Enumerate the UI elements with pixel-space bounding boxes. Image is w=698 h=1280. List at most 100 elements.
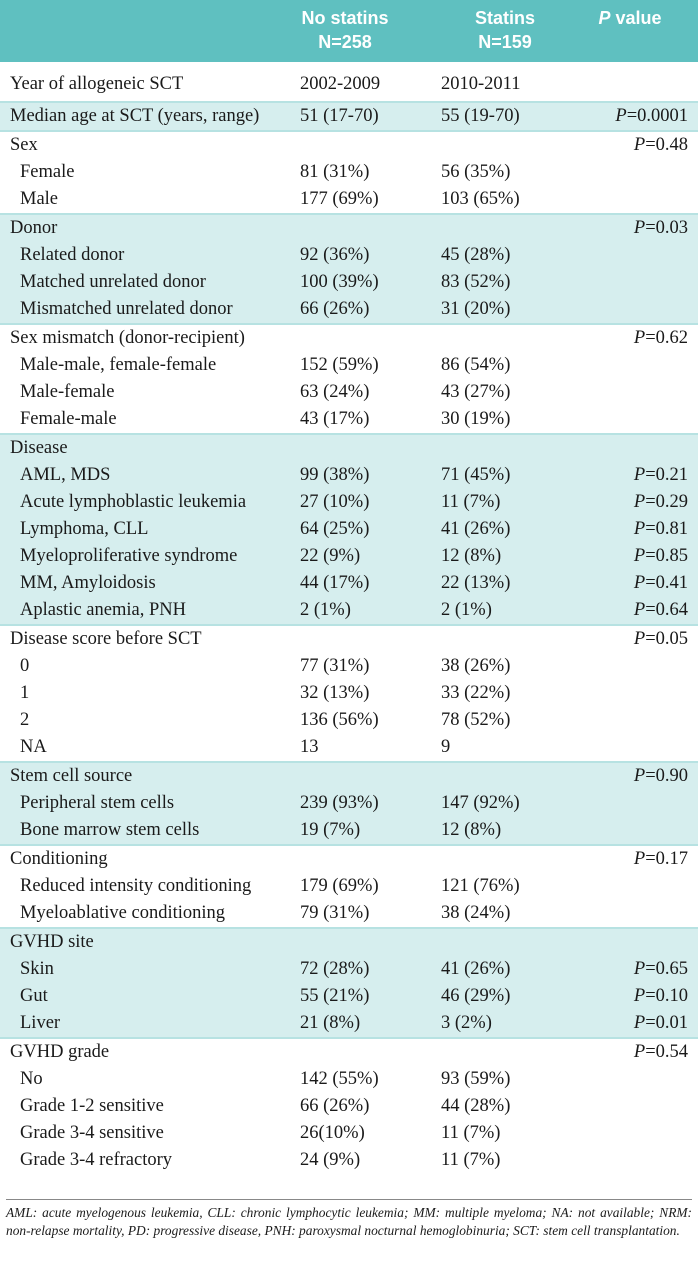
cell-statins: 46 (29%) xyxy=(441,986,511,1006)
cell-statins: 55 (19-70) xyxy=(441,106,520,126)
cell-statins: 12 (8%) xyxy=(441,820,502,840)
row-label: Sex mismatch (donor-recipient) xyxy=(10,328,245,348)
cell-no-statins: 24 (9%) xyxy=(300,1150,361,1170)
cell-statins: 31 (20%) xyxy=(441,299,511,319)
cell-no-statins: 2 (1%) xyxy=(300,600,351,620)
row-label: Related donor xyxy=(20,245,125,265)
row-label: Bone marrow stem cells xyxy=(20,820,200,840)
row-label: Median age at SCT (years, range) xyxy=(10,106,260,126)
cell-no-statins: 239 (93%) xyxy=(300,793,379,813)
cell-statins: 38 (26%) xyxy=(441,656,511,676)
row-group: Disease score before SCT P=0.05 0 77 (31%) 3… xyxy=(0,624,698,761)
row-group: Disease AML, MDS 99 (38%) 71 (45%) P=0.21 Acu… xyxy=(0,433,698,624)
cell-no-statins: 64 (25%) xyxy=(300,519,370,539)
cell-p-value: P=0.64 xyxy=(633,600,688,620)
cell-statins: 56 (35%) xyxy=(441,162,511,182)
header-no-statins: No statins N=258 xyxy=(280,6,410,54)
table-row: Mismatched unrelated donor 66 (26%) 31 (20… xyxy=(0,296,698,323)
row-label: Grade 3-4 refractory xyxy=(20,1150,173,1170)
table-row: GVHD grade P=0.54 xyxy=(0,1039,698,1066)
cell-statins: 9 xyxy=(441,737,451,757)
row-label: Male xyxy=(20,189,59,209)
row-label: Male-male, female-female xyxy=(20,355,217,375)
cell-p-value: P=0.21 xyxy=(633,465,688,485)
cell-statins: 2010-2011 xyxy=(441,74,521,94)
header-text: N=159 xyxy=(478,32,532,52)
cell-statins: 93 (59%) xyxy=(441,1069,511,1089)
row-label: NA xyxy=(20,737,47,757)
header-statins: Statins N=159 xyxy=(440,6,570,54)
table-row: Liver 21 (8%) 3 (2%) P=0.01 xyxy=(0,1010,698,1037)
cell-statins: 83 (52%) xyxy=(441,272,511,292)
row-label: Skin xyxy=(20,959,54,979)
row-label: Donor xyxy=(10,218,58,238)
cell-statins: 71 (45%) xyxy=(441,465,511,485)
cell-statins: 38 (24%) xyxy=(441,903,511,923)
cell-statins: 22 (13%) xyxy=(441,573,511,593)
cell-p-value: P=0.90 xyxy=(633,766,688,786)
cell-p-value: P=0.01 xyxy=(633,1013,688,1033)
table-row: Skin 72 (28%) 41 (26%) P=0.65 xyxy=(0,956,698,983)
table-row: Acute lymphoblastic leukemia 27 (10%) 11 (… xyxy=(0,489,698,516)
cell-statins: 103 (65%) xyxy=(441,189,520,209)
cell-no-statins: 152 (59%) xyxy=(300,355,379,375)
table-row: Myeloablative conditioning 79 (31%) 38 (24… xyxy=(0,900,698,927)
footnote: AML: acute myelogenous leukemia, CLL: ch… xyxy=(6,1199,692,1240)
cell-statins: 33 (22%) xyxy=(441,683,511,703)
cell-no-statins: 179 (69%) xyxy=(300,876,379,896)
cell-p-value: P=0.81 xyxy=(633,519,688,539)
table-row: Disease xyxy=(0,435,698,462)
row-label: 2 xyxy=(20,710,30,730)
row-label: Acute lymphoblastic leukemia xyxy=(20,492,247,512)
row-group: Sex P=0.48 Female 81 (31%) 56 (35%) Male 177 (… xyxy=(0,130,698,213)
cell-no-statins: 77 (31%) xyxy=(300,656,370,676)
table-row: 2 136 (56%) 78 (52%) xyxy=(0,707,698,734)
cell-p-value: P=0.17 xyxy=(633,849,688,869)
cell-statins: 45 (28%) xyxy=(441,245,511,265)
table-row: Reduced intensity conditioning 179 (69%) 1… xyxy=(0,873,698,900)
table-row: Matched unrelated donor 100 (39%) 83 (52%) xyxy=(0,269,698,296)
table-row: 0 77 (31%) 38 (26%) xyxy=(0,653,698,680)
cell-no-statins: 2002-2009 xyxy=(300,74,381,94)
row-group: Year of allogeneic SCT 2002-2009 2010-2011 xyxy=(0,62,698,101)
row-group: Sex mismatch (donor-recipient) P=0.62 Male… xyxy=(0,323,698,433)
cell-no-statins: 63 (24%) xyxy=(300,382,370,402)
cell-statins: 11 (7%) xyxy=(441,492,501,512)
table-row: Aplastic anemia, PNH 2 (1%) 2 (1%) P=0.64 xyxy=(0,597,698,624)
row-label: Gut xyxy=(20,986,48,1006)
cell-no-statins: 43 (17%) xyxy=(300,409,370,429)
table-row: Median age at SCT (years, range) 51 (17-7… xyxy=(0,103,698,130)
cell-no-statins: 81 (31%) xyxy=(300,162,370,182)
cell-statins: 12 (8%) xyxy=(441,546,502,566)
cell-no-statins: 136 (56%) xyxy=(300,710,379,730)
row-label: 0 xyxy=(20,656,30,676)
row-label: Sex xyxy=(10,135,38,155)
header-text: N=258 xyxy=(318,32,372,52)
cell-p-value: P=0.85 xyxy=(633,546,688,566)
cell-p-value: P=0.54 xyxy=(633,1042,688,1062)
table-row: MM, Amyloidosis 44 (17%) 22 (13%) P=0.41 xyxy=(0,570,698,597)
row-group: GVHD grade P=0.54 No 142 (55%) 93 (59%) Grade… xyxy=(0,1037,698,1174)
table-row: GVHD site xyxy=(0,929,698,956)
table-row: Grade 1-2 sensitive 66 (26%) 44 (28%) xyxy=(0,1093,698,1120)
cell-statins: 41 (26%) xyxy=(441,959,511,979)
row-label: GVHD grade xyxy=(10,1042,110,1062)
row-label: Myeloablative conditioning xyxy=(20,903,225,923)
table-row: Grade 3-4 refractory 24 (9%) 11 (7%) xyxy=(0,1147,698,1174)
table-row: Related donor 92 (36%) 45 (28%) xyxy=(0,242,698,269)
cell-no-statins: 66 (26%) xyxy=(300,299,370,319)
table-row: Male-female 63 (24%) 43 (27%) xyxy=(0,379,698,406)
table-row: Gut 55 (21%) 46 (29%) P=0.10 xyxy=(0,983,698,1010)
cell-statins: 121 (76%) xyxy=(441,876,520,896)
cell-statins: 78 (52%) xyxy=(441,710,511,730)
cell-no-statins: 27 (10%) xyxy=(300,492,370,512)
table-row: Lymphoma, CLL 64 (25%) 41 (26%) P=0.81 xyxy=(0,516,698,543)
table-row: Disease score before SCT P=0.05 xyxy=(0,626,698,653)
row-label: Conditioning xyxy=(10,849,108,869)
cell-no-statins: 21 (8%) xyxy=(300,1013,361,1033)
table-row: Male 177 (69%) 103 (65%) xyxy=(0,186,698,213)
row-label: Grade 1-2 sensitive xyxy=(20,1096,164,1116)
cell-statins: 11 (7%) xyxy=(441,1150,501,1170)
row-label: Aplastic anemia, PNH xyxy=(20,600,186,620)
